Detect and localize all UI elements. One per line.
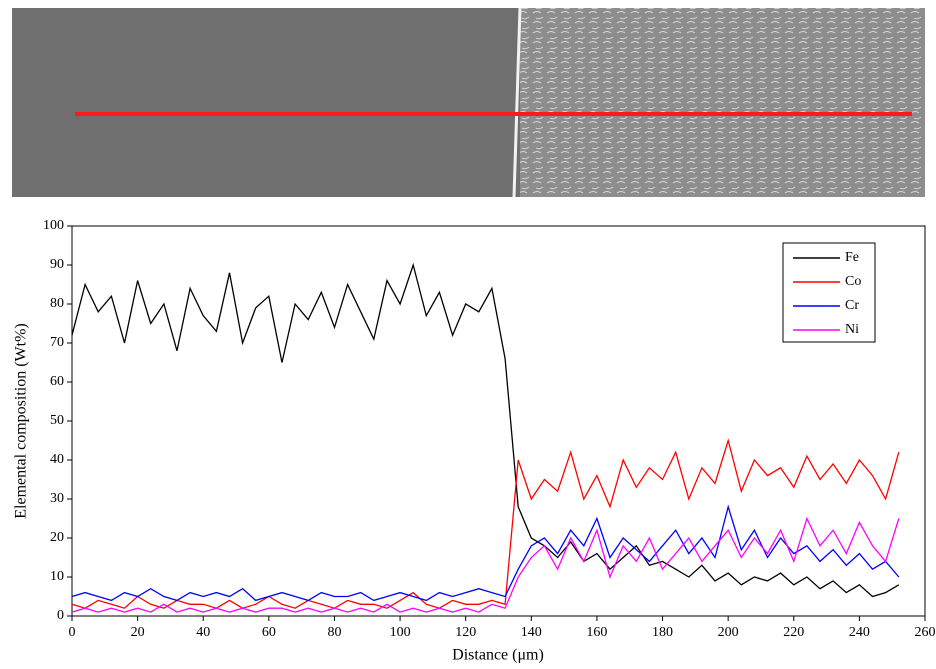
- legend-label: Ni: [845, 322, 859, 337]
- series-line: [71, 262, 900, 598]
- legend-box: [782, 242, 876, 343]
- legend-label: Cr: [845, 298, 859, 313]
- legend-label: Fe: [845, 250, 859, 265]
- y-tick-label: 0: [57, 608, 64, 623]
- x-tick-label: 260: [915, 625, 936, 640]
- x-tick-label: 0: [69, 625, 76, 640]
- x-tick-label: 60: [262, 625, 276, 640]
- y-tick-label: 20: [50, 530, 64, 545]
- x-tick-label: 20: [131, 625, 145, 640]
- y-tick-label: 40: [50, 452, 64, 467]
- x-tick-label: 100: [390, 625, 411, 640]
- x-tick-label: 180: [652, 625, 673, 640]
- y-tick-label: 60: [50, 374, 64, 389]
- y-tick-label: 50: [50, 413, 64, 428]
- y-tick-label: 10: [50, 569, 64, 584]
- series-line: [71, 438, 900, 609]
- legend-label: Co: [845, 274, 861, 289]
- x-tick-label: 220: [783, 625, 804, 640]
- x-tick-label: 200: [718, 625, 739, 640]
- y-tick-label: 70: [50, 335, 64, 350]
- y-tick-label: 80: [50, 296, 64, 311]
- series-line: [71, 516, 900, 613]
- x-tick-label: 80: [327, 625, 341, 640]
- y-axis-title: Elemental composition (Wt%): [13, 323, 30, 519]
- x-tick-label: 240: [849, 625, 870, 640]
- x-tick-label: 120: [455, 625, 476, 640]
- x-tick-label: 140: [521, 625, 542, 640]
- sem-right: [520, 8, 925, 197]
- x-tick-label: 160: [586, 625, 607, 640]
- y-tick-label: 90: [50, 257, 64, 272]
- x-axis-title: Distance (μm): [452, 647, 544, 664]
- series-line: [71, 504, 900, 602]
- y-tick-label: 100: [43, 218, 64, 233]
- sem-image: [12, 7, 925, 198]
- y-tick-label: 30: [50, 491, 64, 506]
- interface-line: [512, 7, 522, 198]
- x-tick-label: 40: [196, 625, 210, 640]
